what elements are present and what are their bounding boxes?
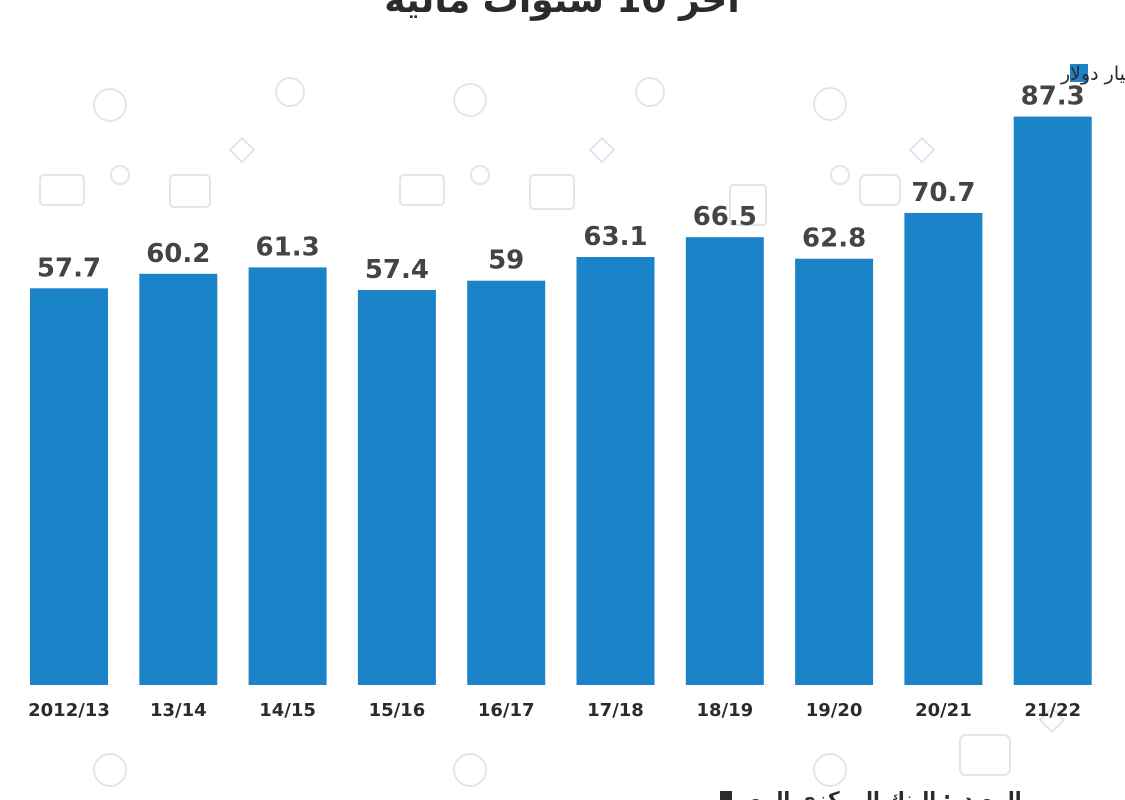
bar-14-15	[248, 267, 327, 685]
value-label: 66.5	[693, 202, 757, 232]
value-label: 70.7	[911, 178, 975, 208]
x-tick-label: 20/21	[915, 700, 972, 721]
chart-title: آخر 10 سنوات مالية	[384, 0, 741, 21]
value-label: 61.3	[256, 232, 320, 262]
legend-swatch	[1070, 64, 1088, 82]
x-tick-label: 14/15	[259, 700, 316, 721]
legend-label: مليار دولار	[1060, 63, 1125, 85]
bar-13-14	[139, 273, 218, 685]
value-label: 62.8	[802, 224, 866, 254]
value-label: 60.2	[146, 239, 210, 269]
bar-16-17	[467, 280, 546, 685]
bars	[30, 116, 1092, 686]
value-label: 57.4	[365, 255, 429, 285]
source: المصدر: البنك المركزي المصري	[712, 787, 1022, 800]
source-square-icon	[720, 791, 732, 800]
x-tick-label: 21/22	[1024, 700, 1081, 721]
bar-17-18	[576, 257, 655, 685]
bar-20-21	[904, 212, 983, 685]
x-tick-label: 19/20	[806, 700, 863, 721]
x-tick-label: 16/17	[478, 700, 535, 721]
x-tick-label: 18/19	[696, 700, 753, 721]
background-pattern	[39, 77, 1066, 787]
value-label: 59	[488, 246, 524, 276]
bar-18-19	[685, 237, 764, 685]
value-labels: 57.7 60.2 61.3 57.4 59 63.1 66.5 62.8 70.7 87.3	[37, 82, 1085, 285]
value-label: 63.1	[583, 222, 647, 252]
source-text: المصدر: البنك المركزي المصري	[712, 787, 1022, 800]
x-tick-label: 13/14	[150, 700, 207, 721]
bar-19-20	[795, 258, 874, 685]
x-tick-label: 17/18	[587, 700, 644, 721]
bar-2012-13	[30, 288, 108, 685]
x-axis-tick-labels: 2012/13 13/14 14/15 15/16 16/17 17/18 18/19 19/…	[28, 700, 1081, 721]
bar-21-22	[1013, 116, 1092, 686]
x-tick-label: 2012/13	[28, 700, 110, 721]
value-label: 57.7	[37, 253, 101, 283]
value-label: 87.3	[1021, 82, 1085, 112]
x-tick-label: 15/16	[369, 700, 426, 721]
bar-15-16	[357, 290, 436, 685]
legend: مليار دولار	[1060, 63, 1125, 85]
